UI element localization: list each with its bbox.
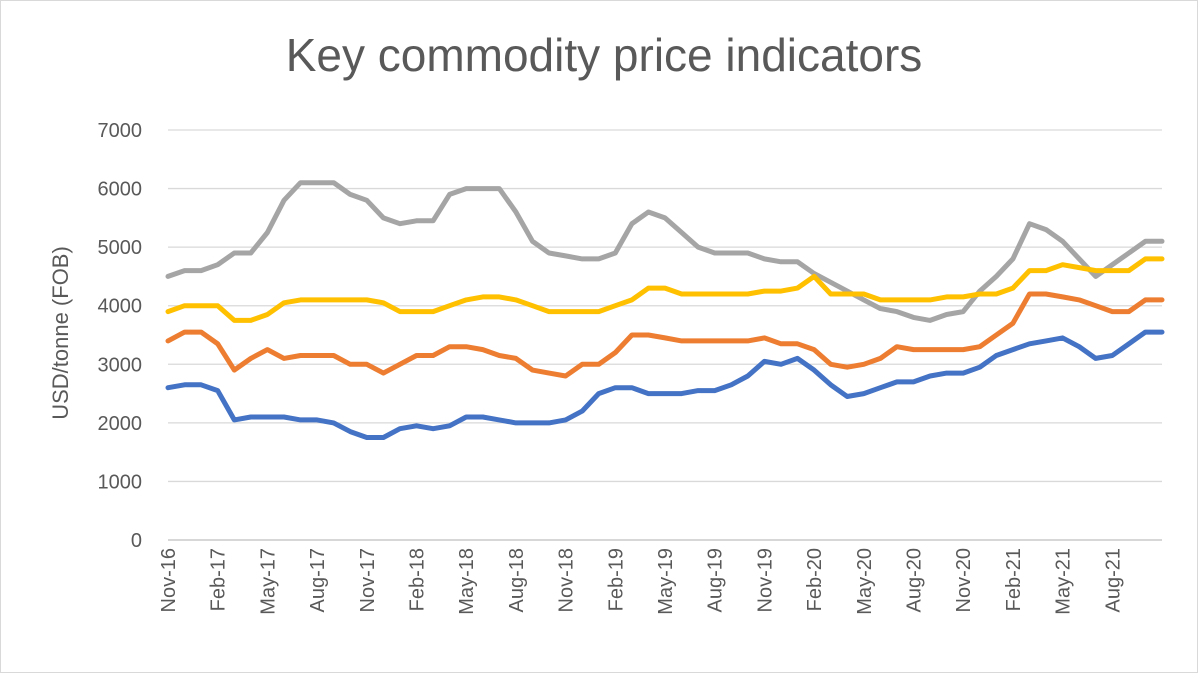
x-tick-label: Nov-18 (556, 548, 578, 612)
x-tick-label: Aug-19 (705, 548, 727, 613)
x-tick-label: Feb-19 (605, 548, 627, 611)
y-tick-label: 1000 (98, 471, 143, 493)
y-tick-label: 7000 (98, 120, 143, 142)
x-tick-label: Nov-19 (754, 548, 776, 612)
x-tick-label: May-18 (456, 548, 478, 615)
x-tick-label: May-19 (655, 548, 677, 615)
x-tick-label: Aug-21 (1102, 548, 1124, 613)
x-tick-label: Aug-20 (904, 548, 926, 613)
x-tick-label: Nov-20 (953, 548, 975, 612)
y-axis-title: USD/tonne (FOB) (48, 246, 73, 420)
series-line-3 (165, 291, 1165, 379)
y-tick-label: 0 (131, 530, 142, 552)
x-tick-label: May-17 (257, 548, 279, 615)
x-tick-label: May-21 (1053, 548, 1075, 615)
x-tick-label: Aug-18 (506, 548, 528, 613)
x-tick-label: May-20 (854, 548, 876, 615)
series-line-2 (165, 256, 1165, 323)
series-line-4 (165, 329, 1165, 440)
gridlines (168, 129, 1162, 541)
x-tick-label: Nov-17 (357, 548, 379, 612)
y-tick-label: 4000 (98, 296, 143, 318)
y-tick-label: 6000 (98, 179, 143, 201)
series-lines (165, 180, 1165, 440)
y-tick-label: 5000 (98, 237, 143, 259)
y-tick-label: 3000 (98, 354, 143, 376)
x-tick-label: Feb-18 (407, 548, 429, 611)
x-tick-label: Feb-20 (804, 548, 826, 611)
y-tick-label: 2000 (98, 413, 143, 435)
x-tick-label: Feb-21 (1003, 548, 1025, 611)
x-tick-label: Nov-16 (158, 548, 180, 612)
y-tick-labels: 0 1000 2000 3000 4000 5000 6000 7000 (98, 120, 143, 552)
chart-title: Key commodity price indicators (285, 29, 923, 81)
x-tick-labels: Nov-16 Feb-17 May-17 Aug-17 Nov-17 Feb-18 May-… (158, 548, 1124, 615)
series-line-1 (165, 180, 1165, 323)
x-tick-label: Aug-17 (307, 548, 329, 613)
x-tick-label: Feb-17 (208, 548, 230, 611)
